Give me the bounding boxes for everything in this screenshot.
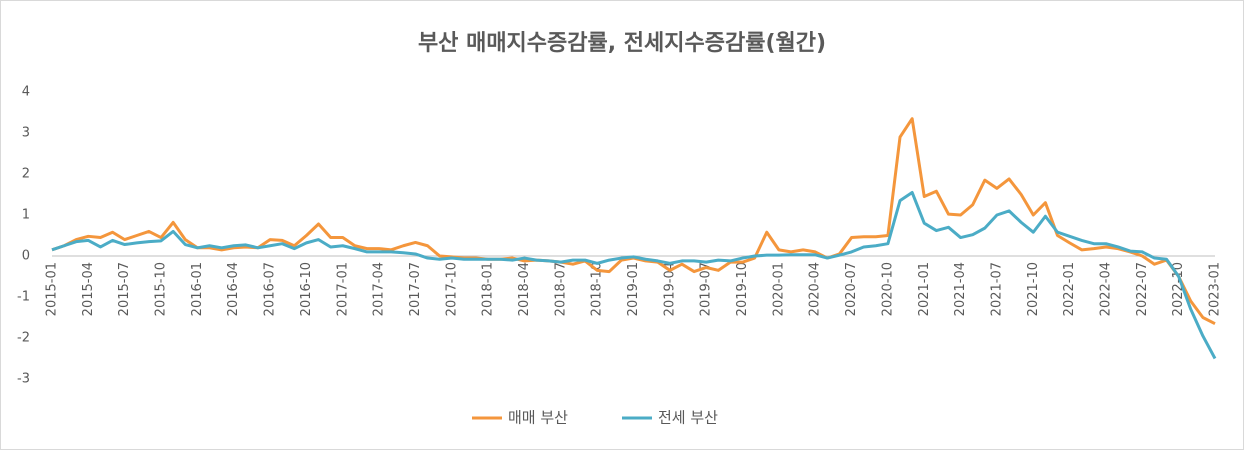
x-tick-label: 2022-10 <box>1171 262 1186 316</box>
series-line <box>51 190 1217 360</box>
legend-label: 매매 부산 <box>508 409 568 427</box>
x-tick-label: 2021-01 <box>917 262 932 316</box>
x-tick-label: 2017-04 <box>372 262 387 316</box>
x-tick-label: 2017-01 <box>335 262 350 316</box>
x-tick-label: 2017-10 <box>444 262 459 316</box>
y-tick-label: 2 <box>22 167 30 182</box>
x-tick-label: 2018-01 <box>481 262 496 316</box>
x-tick-label: 2021-04 <box>953 262 968 316</box>
y-tick-label: 3 <box>22 126 30 141</box>
x-tick-label: 2019-10 <box>735 262 750 316</box>
x-tick-label: 2015-01 <box>45 262 60 316</box>
x-tick-label: 2021-10 <box>1026 262 1041 316</box>
x-tick-label: 2015-10 <box>154 262 169 316</box>
y-tick-label: -1 <box>17 290 30 305</box>
x-tick-label: 2019-04 <box>662 262 677 316</box>
x-tick-label: 2020-01 <box>771 262 786 316</box>
x-tick-label: 2020-04 <box>808 262 823 316</box>
x-tick-label: 2018-04 <box>517 262 532 316</box>
y-tick-label: -2 <box>17 331 30 346</box>
x-tick-label: 2023-01 <box>1208 262 1223 316</box>
y-tick-label: 0 <box>22 249 30 264</box>
x-tick-label: 2015-04 <box>81 262 96 316</box>
chart-title: 부산 매매지수증감률, 전세지수증감률(월간) <box>418 31 826 56</box>
x-tick-label: 2016-01 <box>190 262 205 316</box>
x-tick-label: 2019-01 <box>626 262 641 316</box>
x-tick-label: 2016-10 <box>299 262 314 316</box>
x-tick-label: 2016-07 <box>263 262 278 316</box>
x-tick-label: 2020-10 <box>880 262 895 316</box>
x-tick-label: 2022-07 <box>1135 262 1150 316</box>
x-tick-label: 2017-07 <box>408 262 423 316</box>
x-tick-label: 2020-07 <box>844 262 859 316</box>
x-tick-label: 2015-07 <box>117 262 132 316</box>
x-tick-label: 2018-07 <box>553 262 568 316</box>
legend-label: 전세 부산 <box>658 409 718 427</box>
y-tick-label: 1 <box>22 208 30 223</box>
x-tick-label: 2016-04 <box>226 262 241 316</box>
x-tick-label: 2019-07 <box>699 262 714 316</box>
y-tick-label: 4 <box>22 85 30 100</box>
x-tick-label: 2022-01 <box>1062 262 1077 316</box>
x-tick-label: 2018-10 <box>590 262 605 316</box>
x-tick-label: 2022-04 <box>1098 262 1113 316</box>
x-tick-label: 2021-07 <box>989 262 1004 316</box>
y-tick-label: -3 <box>17 372 30 387</box>
